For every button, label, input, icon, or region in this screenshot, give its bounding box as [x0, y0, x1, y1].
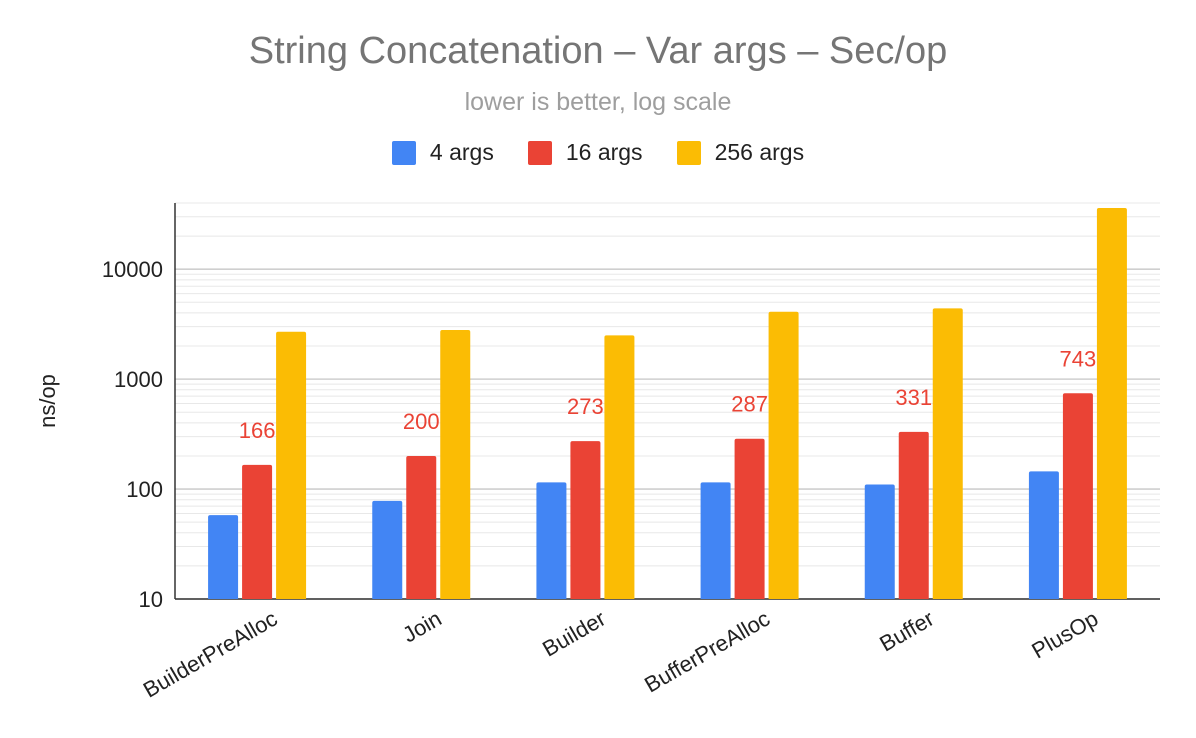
data-label: 273 [567, 394, 604, 419]
bar-16-args-builder[interactable] [570, 441, 601, 599]
bar-16-args-bufferprealloc[interactable] [734, 438, 765, 599]
bar-4-args-join[interactable] [372, 500, 403, 599]
x-tick-label: Buffer [875, 606, 938, 657]
bar-4-args-builder[interactable] [536, 482, 567, 599]
legend-item-256-args[interactable]: 256 args [676, 139, 805, 166]
legend-label-4-args: 4 args [429, 139, 494, 165]
bar-256-args-buffer[interactable] [932, 308, 963, 599]
y-tick-label: 10000 [102, 257, 163, 282]
data-label: 287 [731, 392, 768, 417]
legend-swatch-16-args [527, 140, 552, 165]
legend-item-16-args[interactable]: 16 args [527, 139, 643, 166]
data-label: 200 [403, 409, 440, 434]
bar-16-args-plusop[interactable] [1062, 393, 1093, 599]
y-axis-title: ns/op [35, 374, 60, 428]
bar-256-args-join[interactable] [440, 329, 471, 599]
x-tick-label: Builder [538, 606, 610, 662]
legend-swatch-4-args [391, 140, 416, 165]
legend-label-256-args: 256 args [714, 139, 805, 165]
data-label: 166 [239, 418, 276, 443]
bar-4-args-builderprealloc[interactable] [208, 515, 239, 599]
data-label: 331 [895, 385, 932, 410]
chart-title: String Concatenation – Var args – Sec/op [248, 30, 948, 72]
bar-4-args-bufferprealloc[interactable] [700, 482, 731, 599]
bar-256-args-plusop[interactable] [1096, 208, 1127, 599]
x-tick-label: BuilderPreAlloc [139, 606, 282, 703]
bar-256-args-builder[interactable] [604, 335, 635, 599]
bar-16-args-builderprealloc[interactable] [242, 464, 273, 599]
legend-swatch-256-args [676, 140, 701, 165]
bar-256-args-builderprealloc[interactable] [276, 331, 307, 599]
y-tick-label: 1000 [114, 367, 163, 392]
y-tick-label: 10 [139, 587, 163, 612]
x-tick-label: PlusOp [1027, 606, 1102, 664]
bar-256-args-bufferprealloc[interactable] [768, 311, 799, 599]
bar-16-args-buffer[interactable] [898, 431, 929, 599]
legend: 4 args 16 args 256 args [0, 139, 1196, 166]
data-label: 743 [1060, 346, 1097, 371]
bar-16-args-join[interactable] [406, 455, 437, 599]
chart-subtitle: lower is better, log scale [464, 88, 732, 116]
legend-label-16-args: 16 args [565, 139, 643, 165]
bar-4-args-plusop[interactable] [1028, 471, 1059, 599]
x-tick-label: Join [398, 606, 445, 648]
x-tick-label: BufferPreAlloc [640, 606, 774, 698]
legend-item-4-args[interactable]: 4 args [391, 139, 494, 166]
y-tick-label: 100 [126, 477, 163, 502]
bar-4-args-buffer[interactable] [864, 484, 895, 599]
